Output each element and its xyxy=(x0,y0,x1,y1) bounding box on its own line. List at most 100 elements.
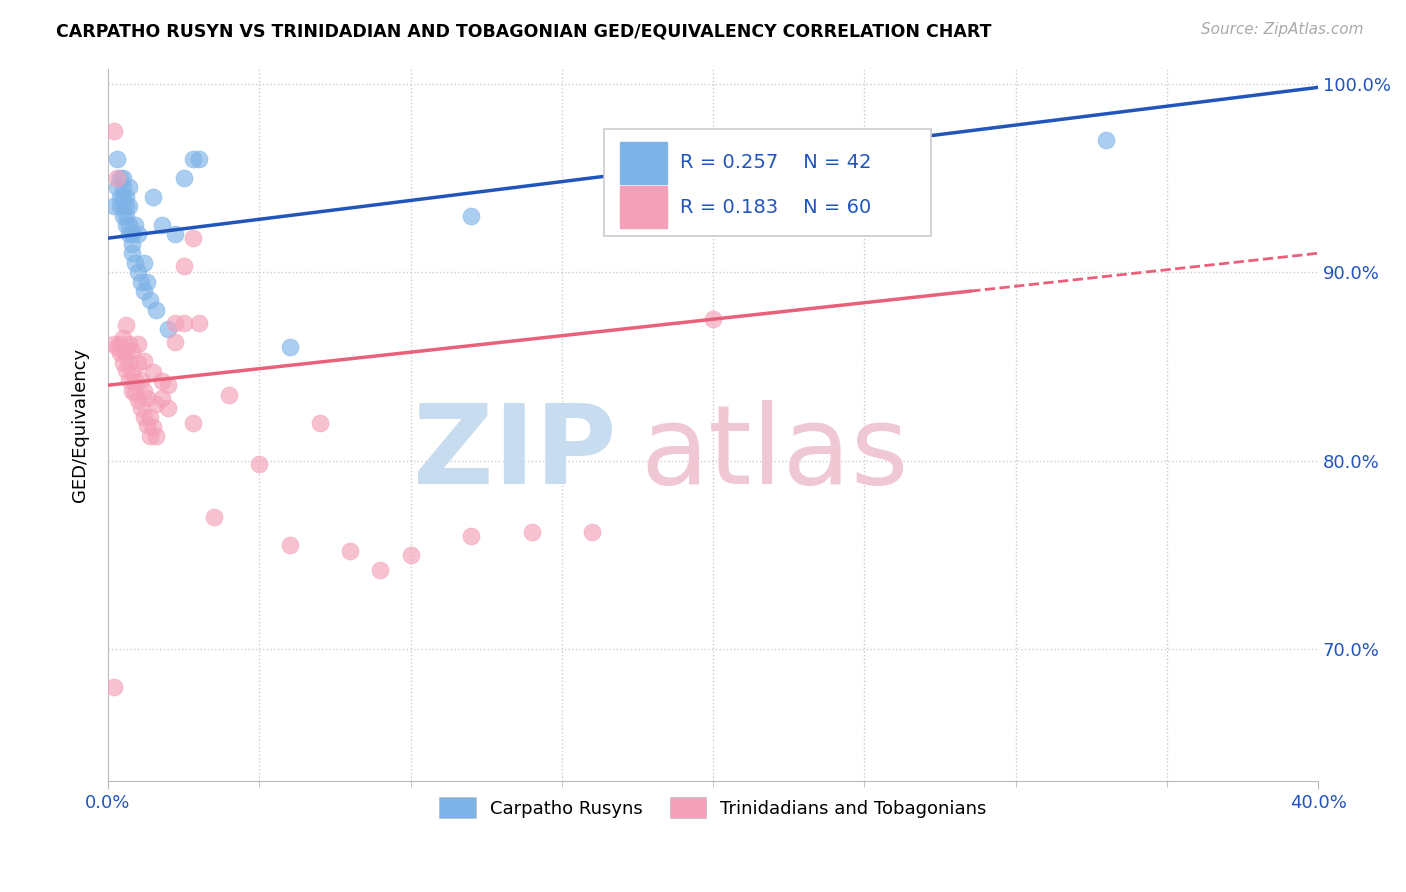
Point xyxy=(129,372,152,386)
Point xyxy=(124,218,146,232)
Point xyxy=(339,544,361,558)
Point xyxy=(520,525,543,540)
Point xyxy=(121,236,143,251)
Text: R = 0.257    N = 42: R = 0.257 N = 42 xyxy=(681,153,872,172)
Point xyxy=(134,384,156,398)
Point xyxy=(129,275,152,289)
Point xyxy=(112,355,135,369)
Point xyxy=(1095,133,1118,147)
Point xyxy=(134,284,156,298)
Point xyxy=(115,318,138,332)
Text: atlas: atlas xyxy=(641,400,908,507)
Point xyxy=(103,199,125,213)
Point xyxy=(399,548,422,562)
Point xyxy=(105,180,128,194)
Point xyxy=(127,265,149,279)
Point xyxy=(118,355,141,369)
Point xyxy=(142,190,165,204)
Point xyxy=(108,190,131,204)
Point xyxy=(157,321,180,335)
Point xyxy=(142,365,165,379)
Point xyxy=(368,563,391,577)
Point xyxy=(103,124,125,138)
Point xyxy=(112,170,135,185)
Point xyxy=(181,152,204,166)
Point xyxy=(115,190,138,204)
Point xyxy=(105,341,128,355)
Point xyxy=(121,384,143,398)
Point xyxy=(105,170,128,185)
Point xyxy=(145,429,167,443)
Point xyxy=(124,255,146,269)
Point xyxy=(108,170,131,185)
Point xyxy=(218,387,240,401)
Point xyxy=(112,190,135,204)
FancyBboxPatch shape xyxy=(620,186,666,228)
Point xyxy=(139,410,162,425)
Point xyxy=(121,227,143,242)
Point xyxy=(173,316,195,330)
Point xyxy=(134,255,156,269)
Point xyxy=(181,231,204,245)
Text: ZIP: ZIP xyxy=(413,400,616,507)
Point xyxy=(121,365,143,379)
Point xyxy=(115,344,138,359)
Point xyxy=(108,336,131,351)
Point xyxy=(118,199,141,213)
Point xyxy=(118,227,141,242)
Point xyxy=(134,353,156,368)
Point xyxy=(103,680,125,694)
Y-axis label: GED/Equivalency: GED/Equivalency xyxy=(72,348,89,502)
Point xyxy=(112,344,135,359)
Point xyxy=(202,510,225,524)
Point xyxy=(152,392,174,406)
Point xyxy=(129,401,152,415)
Point xyxy=(136,392,159,406)
Point xyxy=(142,419,165,434)
Point xyxy=(127,336,149,351)
Legend: Carpatho Rusyns, Trinidadians and Tobagonians: Carpatho Rusyns, Trinidadians and Tobago… xyxy=(432,790,994,825)
Point xyxy=(136,417,159,432)
Point xyxy=(460,209,482,223)
Point xyxy=(145,302,167,317)
Point xyxy=(112,331,135,345)
Point xyxy=(157,401,180,415)
Point xyxy=(152,218,174,232)
Point xyxy=(139,429,162,443)
Point xyxy=(247,458,270,472)
Point xyxy=(173,260,195,274)
Point xyxy=(163,227,186,242)
FancyBboxPatch shape xyxy=(620,142,666,184)
Point xyxy=(163,316,186,330)
Point xyxy=(187,152,209,166)
Point xyxy=(181,416,204,430)
Point xyxy=(152,375,174,389)
Point xyxy=(581,525,603,540)
Point xyxy=(702,312,724,326)
Point xyxy=(112,180,135,194)
Point xyxy=(136,275,159,289)
Point xyxy=(115,199,138,213)
Point xyxy=(278,341,301,355)
Text: Source: ZipAtlas.com: Source: ZipAtlas.com xyxy=(1201,22,1364,37)
FancyBboxPatch shape xyxy=(605,129,931,236)
Point xyxy=(460,529,482,543)
Point xyxy=(115,218,138,232)
Point xyxy=(187,316,209,330)
Point xyxy=(121,344,143,359)
Point xyxy=(108,199,131,213)
Point xyxy=(112,209,135,223)
Point xyxy=(115,363,138,377)
Point xyxy=(139,293,162,308)
Point xyxy=(103,336,125,351)
Point xyxy=(121,246,143,260)
Point xyxy=(112,199,135,213)
Point xyxy=(157,378,180,392)
Point xyxy=(118,372,141,386)
Point xyxy=(127,393,149,408)
Point xyxy=(163,334,186,349)
Point xyxy=(105,152,128,166)
Point xyxy=(118,218,141,232)
Point xyxy=(145,397,167,411)
Point xyxy=(308,416,330,430)
